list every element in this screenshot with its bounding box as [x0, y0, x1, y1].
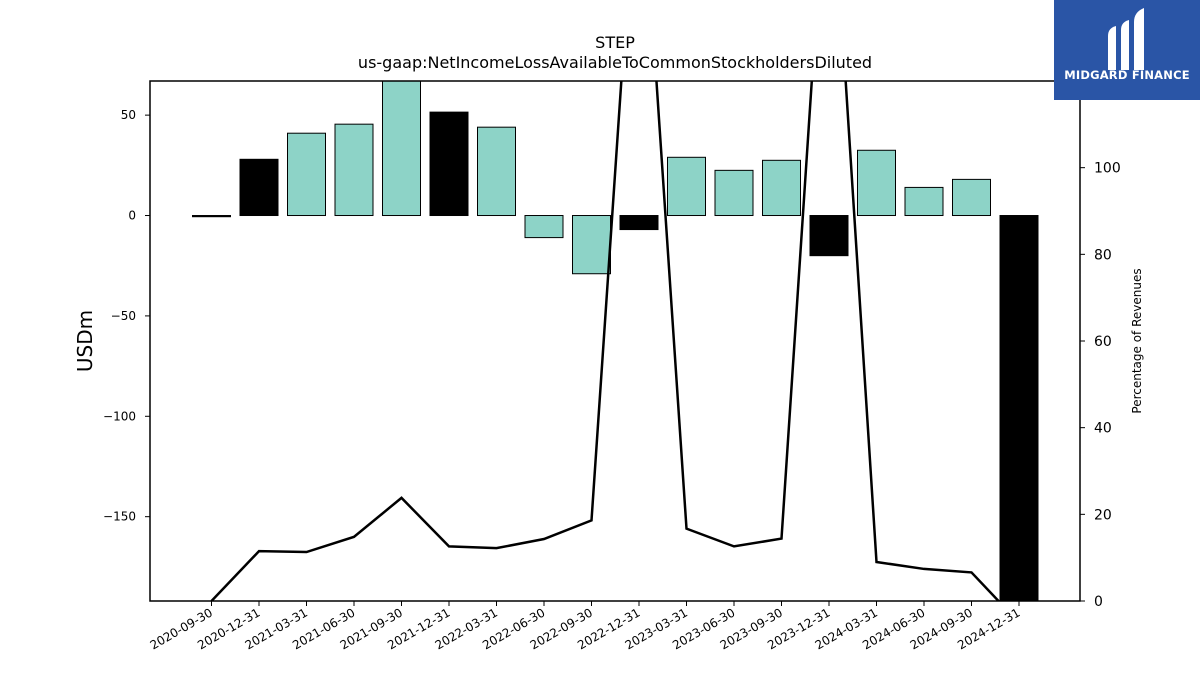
bar-2021-06-30 — [334, 123, 374, 217]
y-tick-label: −100 — [103, 409, 136, 423]
y2-tick-label: 0 — [1094, 594, 1103, 610]
bar-2024-09-30 — [952, 178, 991, 217]
bar-2022-03-31 — [477, 126, 516, 217]
bar-2020-12-31 — [239, 158, 279, 217]
y-tick-label: 0 — [128, 209, 136, 223]
bar-2023-09-30 — [762, 159, 801, 217]
y2-tick-label: 80 — [1094, 247, 1112, 263]
logo-text: MIDGARD FINANCE — [1064, 68, 1190, 82]
y2-tick-label: 40 — [1094, 421, 1112, 437]
chart-subtitle: us-gaap:NetIncomeLossAvailableToCommonSt… — [357, 53, 873, 72]
chart-title: STEP — [595, 33, 635, 52]
bar-2021-12-31 — [429, 111, 469, 217]
bar-2022-12-31 — [619, 215, 659, 231]
midgard-finance-logo: MIDGARD FINANCE — [1054, 0, 1200, 100]
bar-2024-12-31 — [999, 215, 1039, 601]
y-tick-label: −150 — [103, 510, 136, 524]
y2-axis-label: Percentage of Revenues — [1130, 268, 1144, 413]
bar-2021-09-30 — [382, 81, 421, 217]
y-tick-label: −50 — [111, 309, 136, 323]
bar-2023-03-31 — [667, 156, 706, 217]
logo-mark-icon — [1108, 8, 1144, 70]
y-axis-label: USDm — [73, 310, 97, 372]
bar-2024-03-31 — [857, 149, 896, 217]
bar-2022-09-30 — [572, 215, 611, 275]
bar-2022-06-30 — [524, 215, 564, 239]
bar-2021-03-31 — [287, 132, 326, 217]
y2-tick-label: 20 — [1094, 507, 1112, 523]
bar-2020-09-30 — [192, 215, 231, 218]
bar-2023-12-31 — [809, 215, 849, 257]
bar-2023-06-30 — [714, 169, 754, 217]
y2-tick-label: 100 — [1094, 161, 1121, 177]
line-series-percentage — [210, 81, 1001, 601]
y-tick-label: 50 — [121, 108, 136, 122]
bar-2024-06-30 — [904, 186, 944, 217]
y2-tick-label: 60 — [1094, 334, 1112, 350]
